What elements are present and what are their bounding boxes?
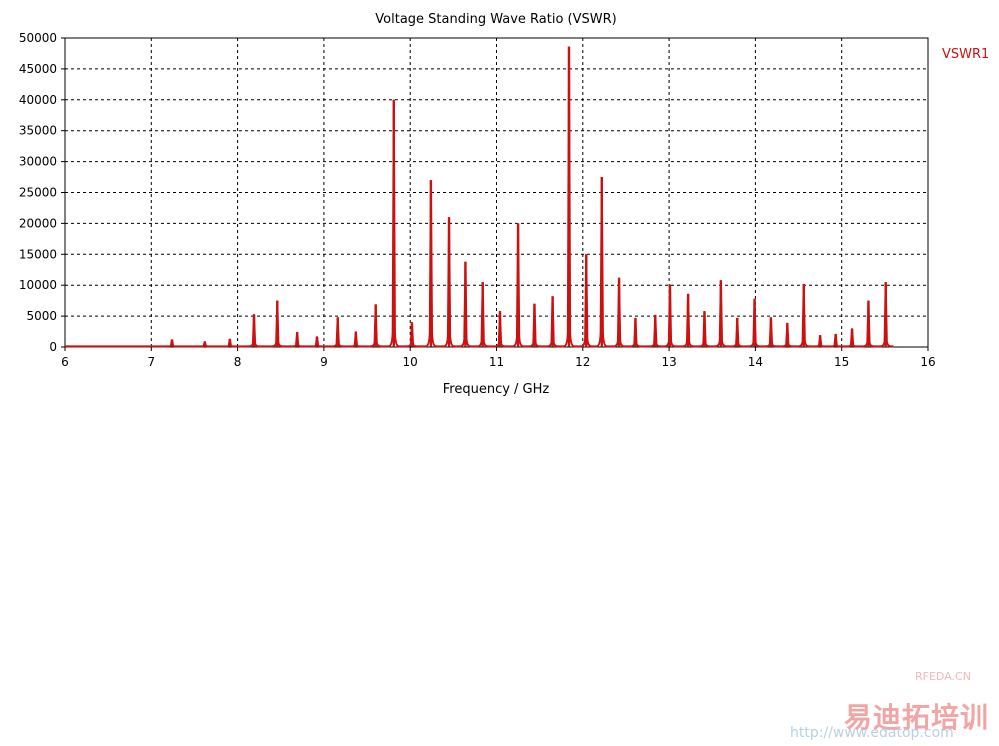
y-tick-label: 25000 [19,186,57,200]
x-tick-label: 15 [834,355,849,369]
x-tick-label: 12 [575,355,590,369]
x-tick-label: 13 [661,355,676,369]
y-tick-label: 35000 [19,124,57,138]
y-tick-label: 40000 [19,93,57,107]
y-tick-label: 50000 [19,31,57,45]
legend-entry-vswr1: VSWR1 [942,47,989,62]
y-tick-label: 5000 [26,309,57,323]
tick-labels: 6 7 8 9 10 11 12 13 14 15 16 0 5000 10000 15000 20000 25… [19,31,936,369]
chart-title: Voltage Standing Wave Ratio (VSWR) [375,12,616,27]
watermark-url: http://www.edatop.com [790,725,954,741]
x-tick-label: 11 [489,355,504,369]
y-tick-label: 10000 [19,278,57,292]
x-tick-label: 6 [61,355,69,369]
x-tick-label: 7 [147,355,155,369]
plot-grid [65,38,928,347]
x-tick-label: 14 [748,355,763,369]
watermark-brand: 易迪拓培训 [844,701,990,734]
series-group [65,46,894,348]
x-tick-label: 10 [403,355,418,369]
watermark-domain: RFEDA.CN [915,670,971,683]
series-line-vswr1 [65,46,894,348]
x-tick-label: 16 [920,355,935,369]
x-axis-label: Frequency / GHz [443,382,550,397]
y-tick-label: 20000 [19,216,57,230]
y-tick-label: 0 [49,340,57,354]
y-tick-label: 45000 [19,62,57,76]
x-tick-label: 8 [234,355,242,369]
y-tick-label: 30000 [19,155,57,169]
x-tick-label: 9 [320,355,328,369]
y-tick-label: 15000 [19,247,57,261]
peak-markers [170,46,887,347]
